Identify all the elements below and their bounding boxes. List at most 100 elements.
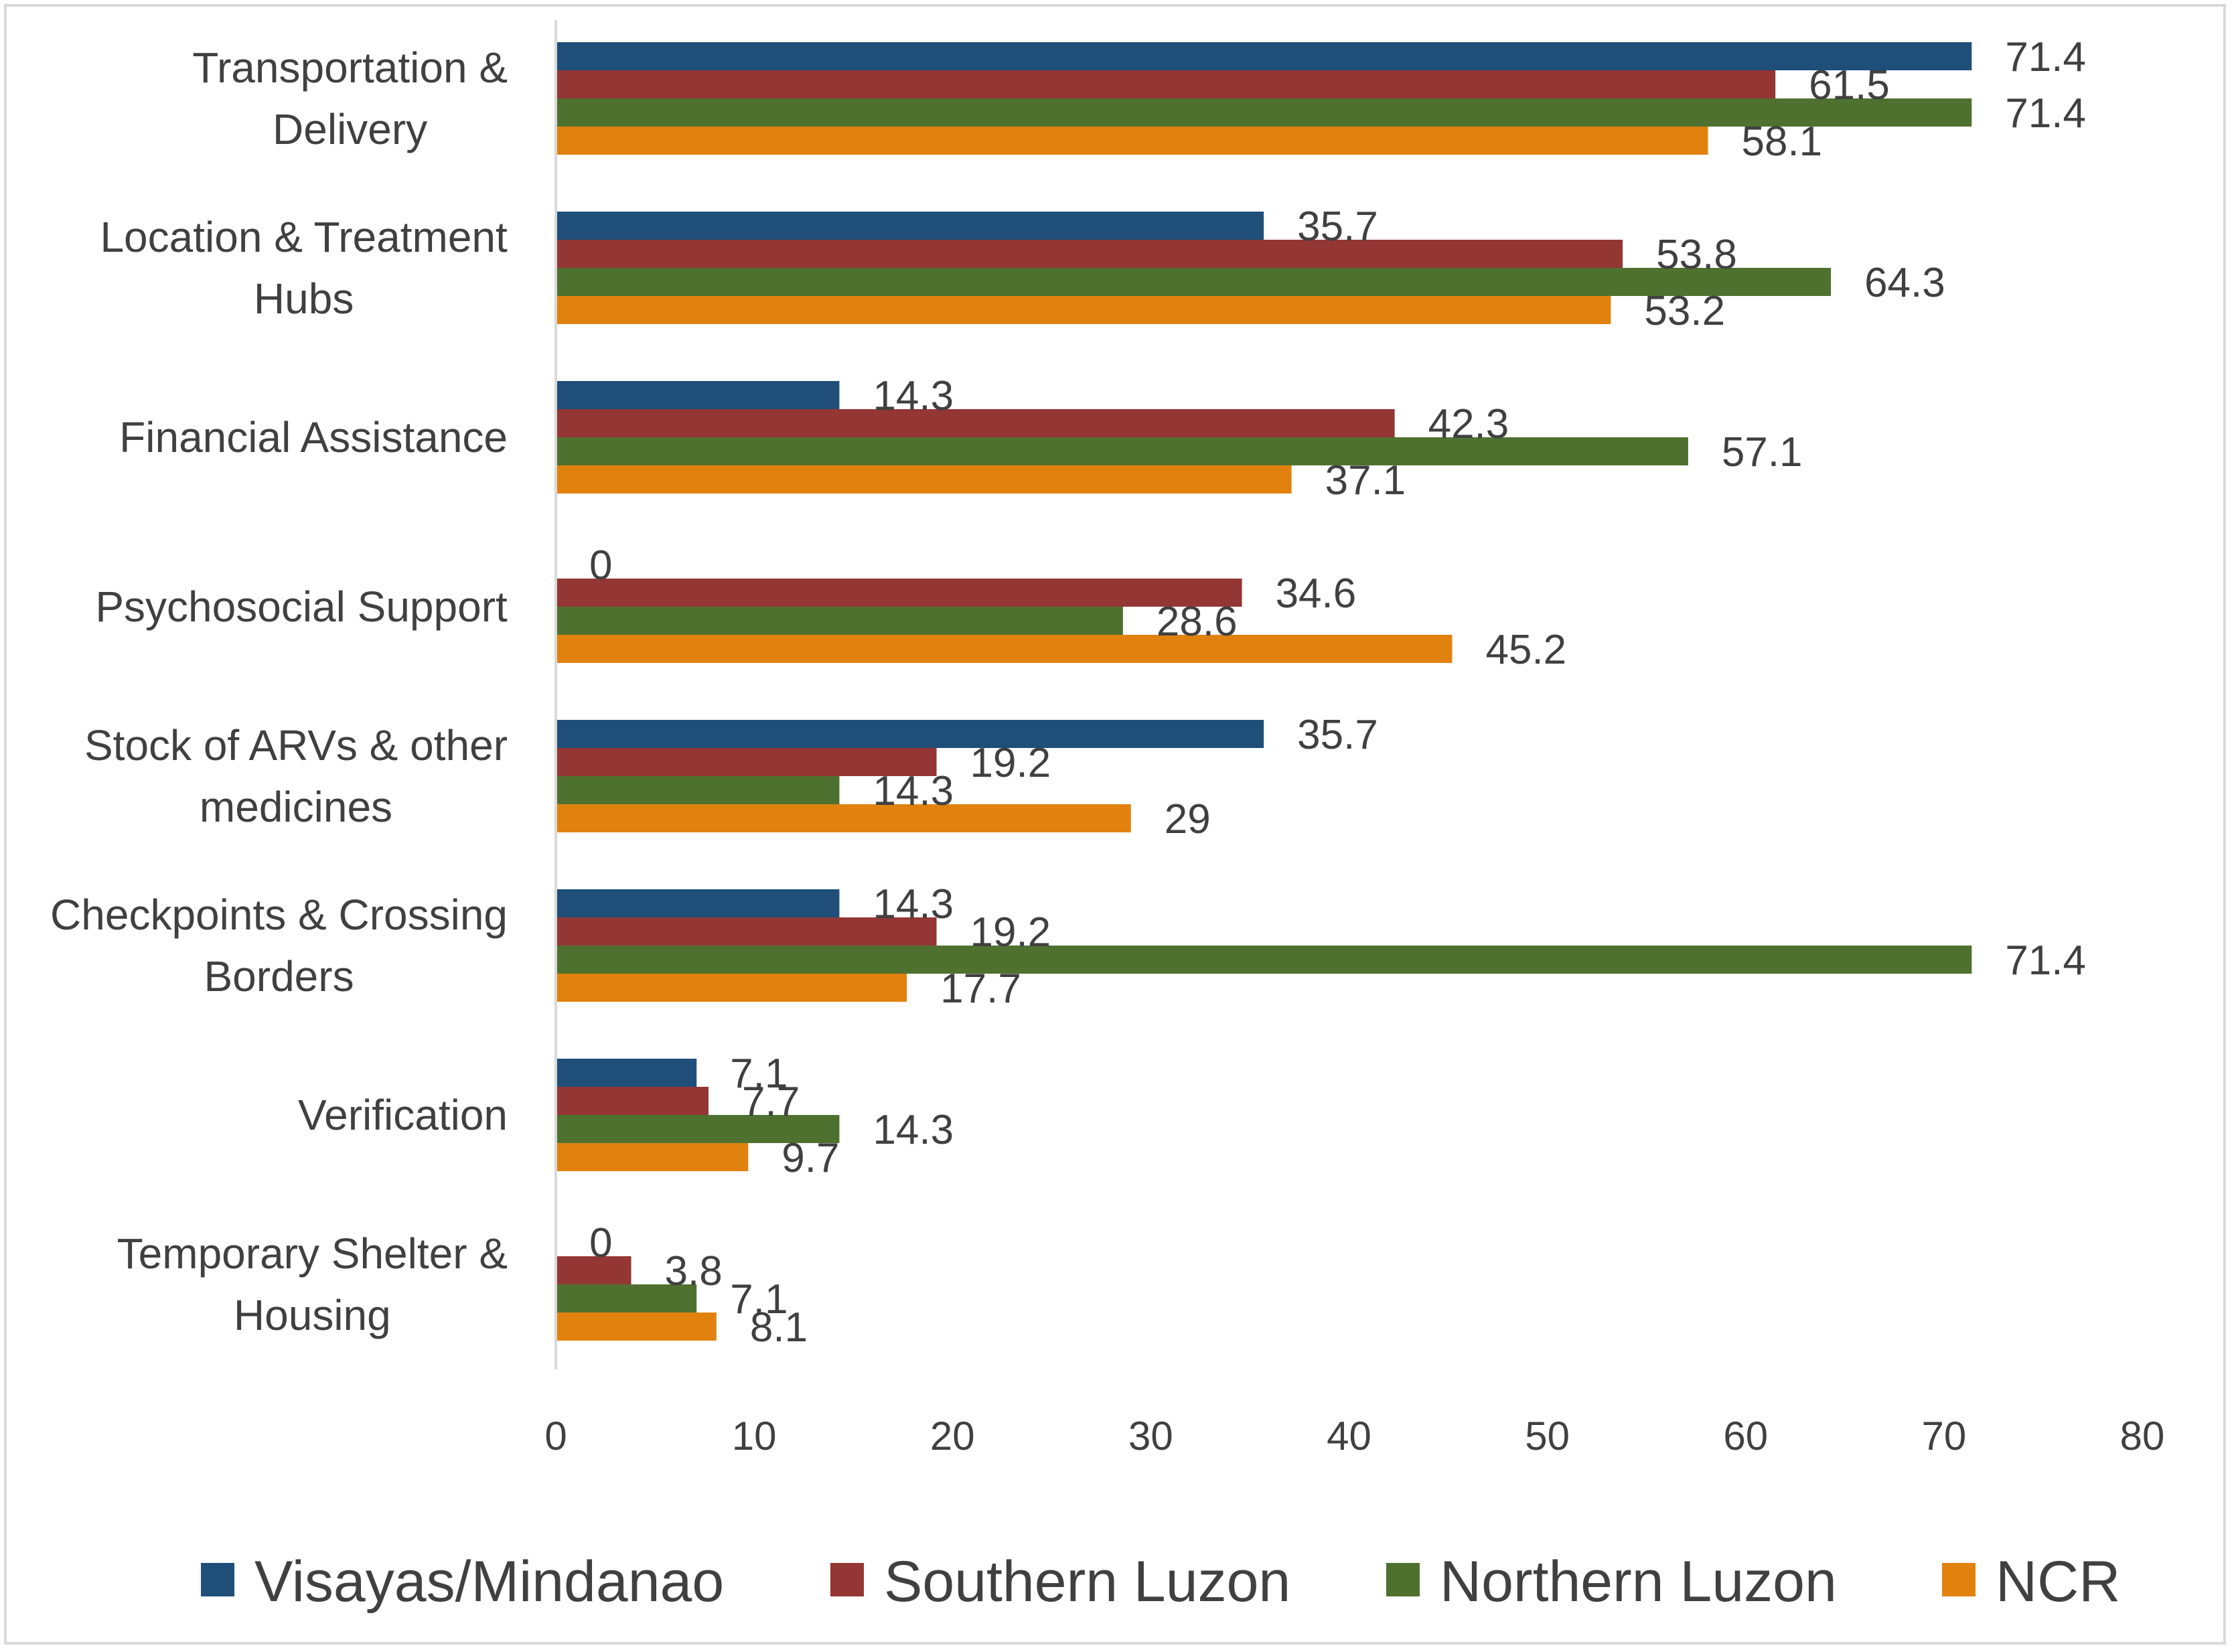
legend-swatch [1942,1563,1976,1596]
bar-northern-luzon-3 [556,607,1123,635]
bar-southern-luzon-0 [556,70,1776,98]
category-label-line: Location & Treatment [100,213,508,261]
category-label: Checkpoints & Crossing Borders [50,891,508,1000]
data-label: 37.1 [1325,457,1406,504]
data-label: 28.6 [1157,599,1238,645]
data-label: 57.1 [1722,429,1803,475]
legend-label: Northern Luzon [1440,1550,1837,1614]
data-label: 19.2 [970,909,1051,956]
bar-visayas-mindanao-4 [556,720,1264,748]
data-label: 58.1 [1741,119,1822,165]
bar-ncr-4 [556,804,1131,832]
data-label: 7.1 [730,1051,788,1097]
data-label: 8.1 [750,1304,808,1351]
bars-group [556,42,1972,1341]
x-tick-label: 50 [1525,1414,1570,1458]
category-label: Temporary Shelter & Housing [117,1229,508,1339]
legend-swatch [830,1563,864,1596]
data-label: 53.2 [1644,288,1725,334]
bar-ncr-0 [556,127,1708,155]
x-tick-label: 30 [1128,1414,1173,1458]
data-label: 64.3 [1864,260,1945,306]
category-label: Location & Treatment Hubs [100,213,508,323]
data-label: 19.2 [970,740,1051,786]
data-label: 14.3 [873,1107,954,1153]
bar-northern-luzon-7 [556,1284,697,1312]
bar-northern-luzon-4 [556,776,840,804]
data-label: 14.3 [873,373,954,419]
category-label-line: Checkpoints & Crossing [50,891,508,939]
data-label: 71.4 [2005,34,2086,80]
data-label: 53.8 [1656,232,1737,278]
bar-southern-luzon-2 [556,409,1395,437]
x-tick-label: 10 [732,1414,777,1458]
legend-swatch [201,1563,234,1596]
category-label-line: Borders [204,952,354,1000]
bar-ncr-7 [556,1312,717,1341]
legend-label: Visayas/Mindanao [254,1550,724,1614]
data-label: 7.1 [730,1276,788,1323]
bar-visayas-mindanao-0 [556,42,1972,70]
bar-northern-luzon-0 [556,98,1972,127]
bar-southern-luzon-5 [556,917,937,946]
bar-visayas-mindanao-6 [556,1059,697,1087]
bar-northern-luzon-1 [556,268,1832,296]
bar-southern-luzon-1 [556,240,1623,268]
bar-ncr-2 [556,465,1292,494]
data-label: 71.4 [2005,90,2086,137]
labels-group: 71.4 61.5 71.4 58.1 Transportation & Delivery… [50,34,2086,1351]
category-label-line: Psychosocial Support [95,583,508,631]
category-label-line: Housing [234,1291,391,1339]
category-label: Verification [298,1091,508,1139]
data-label: 29 [1165,796,1211,842]
category-label-line: Delivery [273,105,427,153]
x-tick-label: 60 [1723,1414,1768,1458]
category-label-line: Temporary Shelter & [117,1229,508,1278]
bar-ncr-1 [556,296,1611,324]
data-label: 17.7 [940,966,1021,1012]
data-label: 3.8 [665,1248,723,1294]
category-label-line: Transportation & [192,44,508,92]
bar-northern-luzon-2 [556,437,1688,465]
data-label: 45.2 [1485,627,1566,673]
bar-southern-luzon-4 [556,748,937,776]
data-label: 14.3 [873,881,954,927]
legend-label: NCR [1996,1550,2120,1614]
category-label-line: Financial Assistance [119,413,508,461]
axis-group: 0 10 20 30 40 50 60 70 80 [544,20,2164,1458]
bar-southern-luzon-6 [556,1087,709,1115]
data-label: 35.7 [1297,204,1378,250]
data-label: 42.3 [1428,401,1509,447]
category-label: Financial Assistance [119,413,508,461]
bar-ncr-3 [556,635,1453,663]
category-label-line: Verification [298,1091,508,1139]
data-label: 0 [589,1220,612,1266]
x-tick-label: 20 [930,1414,975,1458]
data-label: 14.3 [873,768,954,814]
bar-visayas-mindanao-1 [556,212,1264,240]
x-tick-label: 70 [1922,1414,1967,1458]
bar-southern-luzon-7 [556,1256,631,1284]
x-tick-label: 40 [1327,1414,1371,1458]
category-label: Stock of ARVs & other medicines [84,721,508,831]
bar-ncr-6 [556,1143,749,1171]
bar-visayas-mindanao-5 [556,889,840,917]
category-label: Psychosocial Support [95,583,508,631]
x-tick-label: 0 [544,1414,567,1458]
bar-northern-luzon-6 [556,1115,840,1143]
x-tick-label: 80 [2120,1414,2165,1458]
legend-group: Visayas/Mindanao Southern Luzon Northern L… [201,1550,2120,1614]
data-label: 34.6 [1276,571,1357,617]
data-label: 9.7 [781,1135,839,1181]
data-label: 35.7 [1297,712,1378,758]
legend-swatch [1386,1563,1420,1596]
category-label-line: Hubs [254,275,354,323]
legend-label: Southern Luzon [884,1550,1290,1614]
bar-southern-luzon-3 [556,579,1242,607]
data-label: 0 [589,542,612,589]
category-label: Transportation & Delivery [192,44,508,153]
category-label-line: medicines [200,783,392,831]
data-label: 71.4 [2005,937,2086,984]
bar-visayas-mindanao-2 [556,381,840,409]
